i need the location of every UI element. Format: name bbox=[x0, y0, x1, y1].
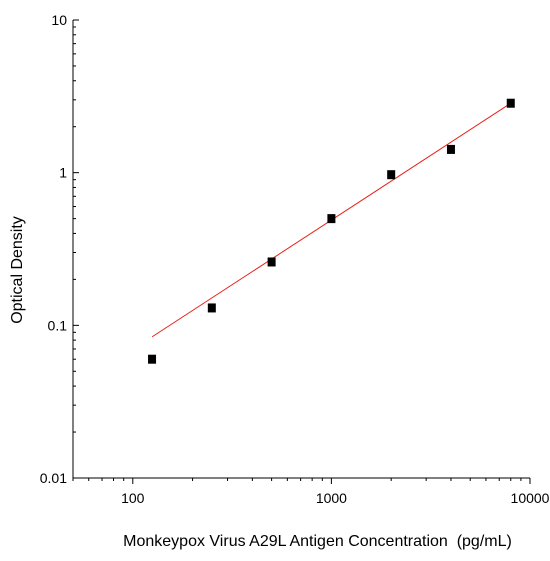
x-axis-title: Monkeypox Virus A29L Antigen Concentrati… bbox=[123, 533, 512, 550]
y-tick-label: 10 bbox=[51, 12, 67, 28]
y-tick-label: 1 bbox=[59, 165, 67, 181]
ticks: 0.01 0.1 1 10 100 1000 10000 bbox=[40, 12, 550, 506]
y-tick-label: 0.1 bbox=[48, 317, 68, 333]
data-point bbox=[148, 354, 157, 364]
y-tick-label: 0.01 bbox=[40, 470, 67, 486]
x-tick-label: 1000 bbox=[316, 490, 347, 506]
data-point bbox=[387, 170, 396, 180]
axes bbox=[72, 20, 530, 479]
data-point bbox=[327, 214, 336, 224]
data-point bbox=[207, 303, 216, 313]
x-tick-label: 100 bbox=[121, 490, 145, 506]
data-point bbox=[267, 257, 276, 267]
data-point bbox=[506, 98, 515, 108]
x-tick-label: 10000 bbox=[511, 490, 550, 506]
data-points bbox=[148, 98, 515, 364]
data-point bbox=[446, 144, 455, 154]
y-axis-title: Optical Density bbox=[9, 216, 26, 324]
